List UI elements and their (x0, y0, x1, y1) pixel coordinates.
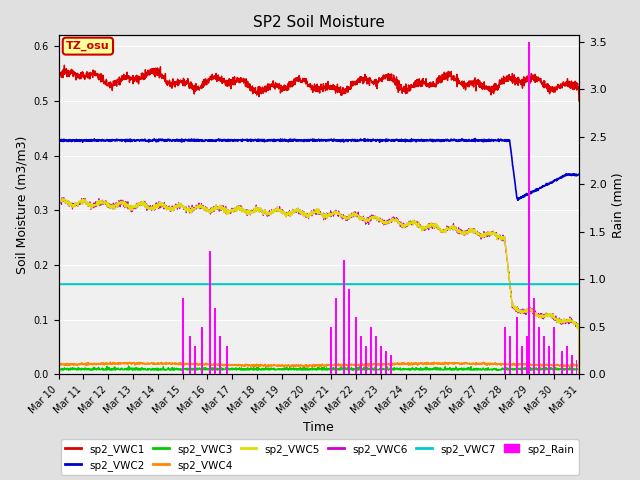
Bar (365, 346, 367, 374)
Bar (375, 336, 377, 374)
Bar (330, 327, 332, 374)
Bar (538, 327, 540, 374)
Bar (526, 336, 528, 374)
Bar (509, 336, 511, 374)
Bar (335, 299, 337, 374)
Y-axis label: Rain (mm): Rain (mm) (612, 172, 625, 238)
Bar (570, 355, 573, 374)
Y-axis label: Soil Moisture (m3/m3): Soil Moisture (m3/m3) (15, 136, 28, 274)
Bar (516, 317, 518, 374)
Bar (182, 299, 184, 374)
Bar (533, 299, 536, 374)
Bar (380, 346, 381, 374)
Bar (543, 336, 545, 374)
Bar (219, 336, 221, 374)
Bar (370, 327, 372, 374)
Bar (529, 42, 531, 374)
Bar (390, 355, 392, 374)
Bar (214, 308, 216, 374)
Legend: sp2_VWC1, sp2_VWC2, sp2_VWC3, sp2_VWC4, sp2_VWC5, sp2_VWC6, sp2_VWC7, sp2_Rain: sp2_VWC1, sp2_VWC2, sp2_VWC3, sp2_VWC4, … (61, 439, 579, 475)
Bar (566, 346, 568, 374)
Bar (202, 327, 204, 374)
Bar (575, 360, 577, 374)
Bar (226, 346, 228, 374)
Bar (348, 289, 349, 374)
X-axis label: Time: Time (303, 421, 334, 434)
Bar (504, 327, 506, 374)
Bar (194, 346, 196, 374)
Bar (342, 261, 344, 374)
Bar (360, 336, 362, 374)
Text: TZ_osu: TZ_osu (66, 41, 109, 51)
Bar (561, 351, 563, 374)
Bar (355, 317, 357, 374)
Bar (189, 336, 191, 374)
Bar (553, 327, 555, 374)
Bar (385, 351, 387, 374)
Bar (209, 251, 211, 374)
Bar (548, 346, 550, 374)
Bar (521, 346, 523, 374)
Title: SP2 Soil Moisture: SP2 Soil Moisture (253, 15, 385, 30)
